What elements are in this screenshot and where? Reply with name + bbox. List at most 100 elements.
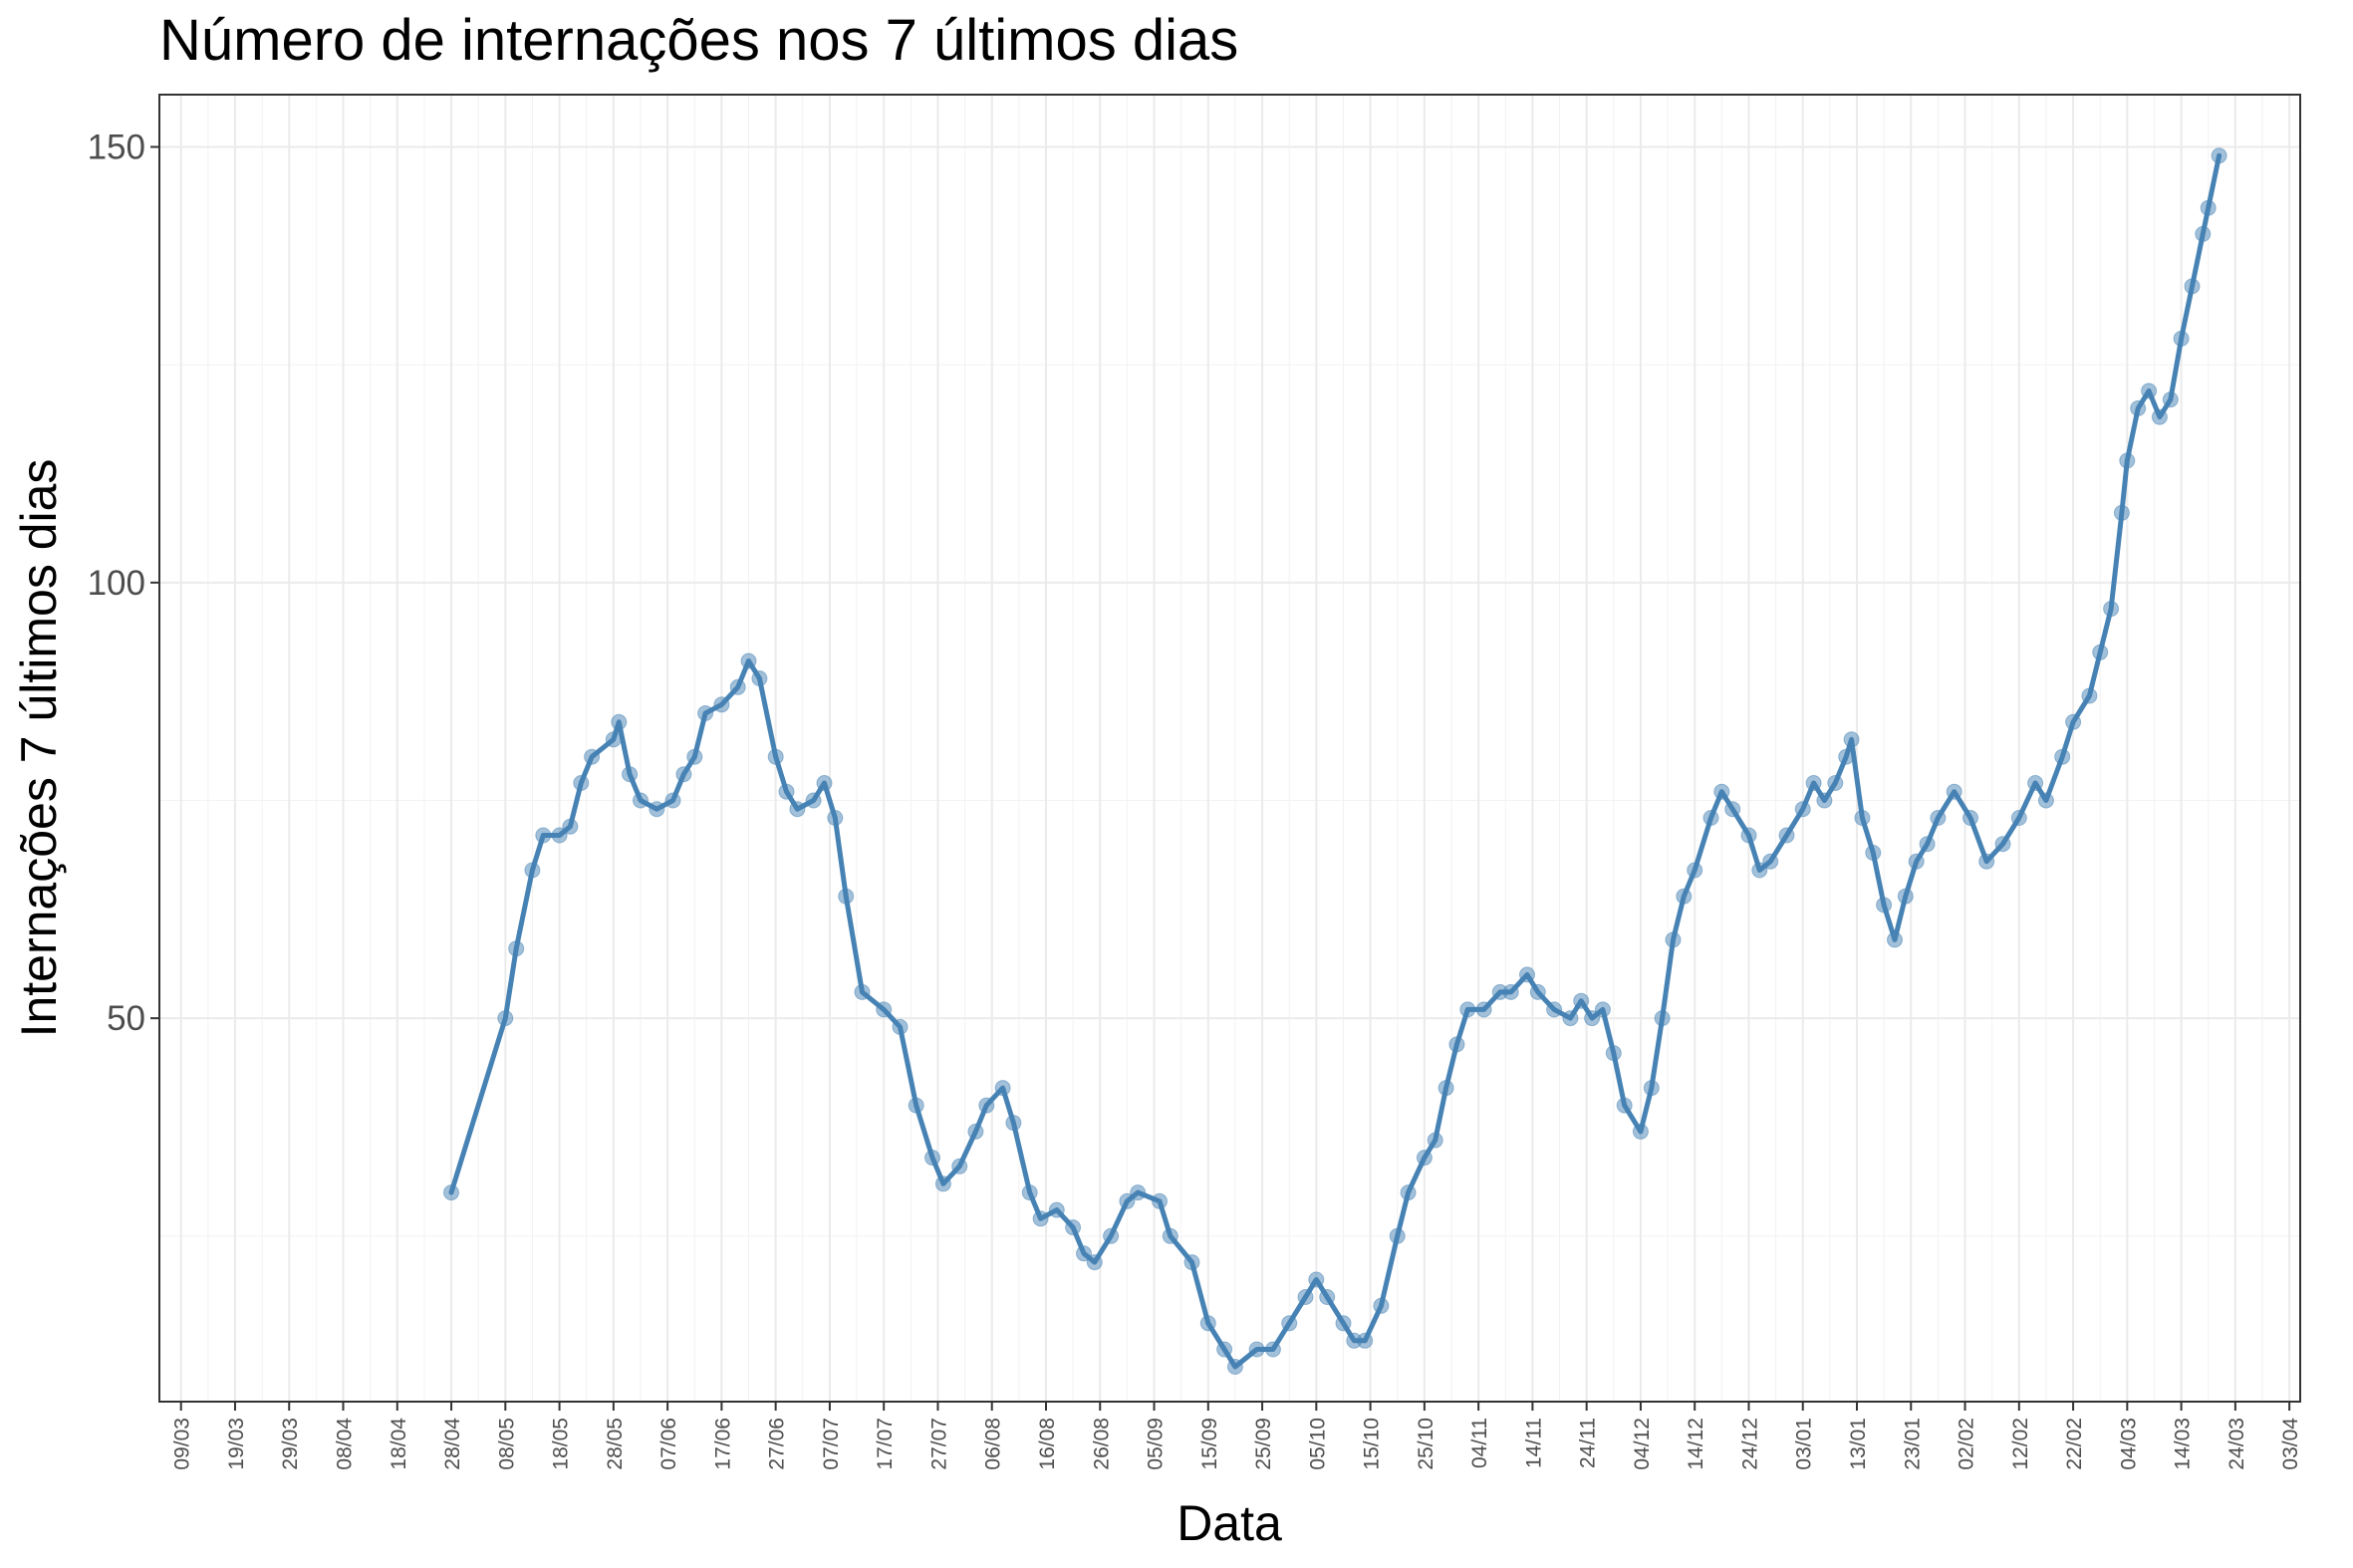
data-point [1919, 836, 1936, 853]
data-point [838, 888, 855, 905]
y-axis-title: Internações 7 últimos dias [11, 459, 67, 1038]
data-point [1448, 1036, 1465, 1053]
x-axis: 09/03 19/03 29/03 08/04 18/04 28/04 08/05 18/05… [171, 1402, 2302, 1470]
data-point [2141, 383, 2158, 399]
data-point [2195, 225, 2212, 242]
x-tick-label: 17/07 [874, 1418, 897, 1470]
data-point [584, 748, 601, 765]
data-point [1865, 845, 1882, 861]
x-tick-label: 19/03 [225, 1418, 248, 1470]
x-tick-label: 12/02 [2009, 1418, 2032, 1470]
data-point [497, 1010, 514, 1027]
data-point [713, 696, 730, 713]
data-point [1562, 1010, 1579, 1027]
data-point [1838, 748, 1855, 765]
data-point [1740, 827, 1757, 844]
data-point [1584, 1010, 1601, 1027]
data-point [876, 1001, 893, 1018]
x-tick-label: 29/03 [279, 1418, 302, 1470]
data-point [508, 940, 525, 957]
data-point [1724, 801, 1741, 818]
data-point [2173, 330, 2190, 347]
data-point [2130, 399, 2147, 416]
data-point [1762, 853, 1779, 870]
data-point [1416, 1150, 1433, 1167]
data-point [951, 1158, 968, 1175]
x-tick-label: 27/07 [927, 1418, 950, 1470]
data-point [622, 766, 639, 783]
data-point [778, 783, 795, 800]
data-point [2010, 810, 2027, 826]
data-point [1319, 1289, 1336, 1305]
data-point [1854, 810, 1871, 826]
x-tick-label: 28/04 [441, 1418, 464, 1470]
data-point [1438, 1080, 1454, 1097]
data-point [573, 775, 590, 791]
x-tick-label: 04/11 [1468, 1418, 1491, 1468]
data-point [1021, 1184, 1038, 1201]
data-point [934, 1176, 951, 1192]
major-gridlines [159, 95, 2300, 1402]
data-point [1713, 783, 1730, 800]
x-tick-label: 17/06 [711, 1418, 734, 1470]
x-axis-title: Data [1176, 1495, 1282, 1551]
x-tick-label: 28/05 [604, 1418, 627, 1470]
data-point [827, 810, 844, 826]
data-point [686, 748, 703, 765]
data-point [1076, 1245, 1092, 1262]
x-tick-label: 24/12 [1738, 1418, 1761, 1470]
x-tick-label: 18/05 [550, 1418, 573, 1470]
data-point [1665, 931, 1682, 948]
data-point [1794, 801, 1811, 818]
data-point [1632, 1123, 1649, 1140]
data-point [967, 1123, 984, 1140]
data-point [2081, 687, 2098, 704]
y-axis: 50 100 150 [88, 128, 159, 1038]
data-point [892, 1018, 909, 1035]
data-point [805, 792, 822, 809]
data-point [1946, 783, 1962, 800]
data-point [2200, 199, 2217, 216]
data-point [1308, 1271, 1325, 1288]
x-tick-label: 04/03 [2117, 1418, 2140, 1470]
y-tick-label: 100 [88, 564, 145, 603]
data-point [1032, 1210, 1049, 1227]
data-point [562, 818, 579, 835]
data-point [535, 827, 552, 844]
plot-background [159, 95, 2300, 1402]
data-point [2092, 644, 2109, 660]
data-point [1687, 862, 1703, 879]
data-point [551, 827, 568, 844]
data-point [1130, 1184, 1147, 1201]
data-point [1805, 775, 1822, 791]
x-tick-label: 14/11 [1522, 1418, 1545, 1468]
x-tick-label: 08/04 [334, 1418, 357, 1470]
x-tick-label: 26/08 [1090, 1418, 1113, 1470]
data-point [2037, 792, 2054, 809]
data-point [1048, 1201, 1065, 1218]
data-point [1643, 1080, 1660, 1097]
data-point [1654, 1010, 1671, 1027]
data-point [1702, 810, 1719, 826]
x-tick-label: 24/03 [2225, 1418, 2248, 1470]
data-point [789, 801, 806, 818]
x-tick-label: 14/12 [1685, 1418, 1707, 1470]
data-point [697, 705, 714, 721]
data-point [1546, 1001, 1563, 1018]
data-point [2054, 748, 2071, 765]
data-point [633, 792, 649, 809]
data-point [1199, 1315, 1216, 1332]
data-point [924, 1150, 940, 1167]
data-point [740, 653, 757, 669]
data-point [2184, 278, 2201, 295]
x-tick-label: 14/03 [2172, 1418, 2195, 1470]
x-tick-label: 13/01 [1847, 1418, 1870, 1470]
data-point [1816, 792, 1833, 809]
x-tick-label: 05/09 [1145, 1418, 1168, 1470]
data-point [1183, 1254, 1200, 1271]
data-point [816, 775, 833, 791]
data-point [1930, 810, 1947, 826]
data-point [1297, 1289, 1314, 1305]
data-point [1389, 1227, 1406, 1244]
